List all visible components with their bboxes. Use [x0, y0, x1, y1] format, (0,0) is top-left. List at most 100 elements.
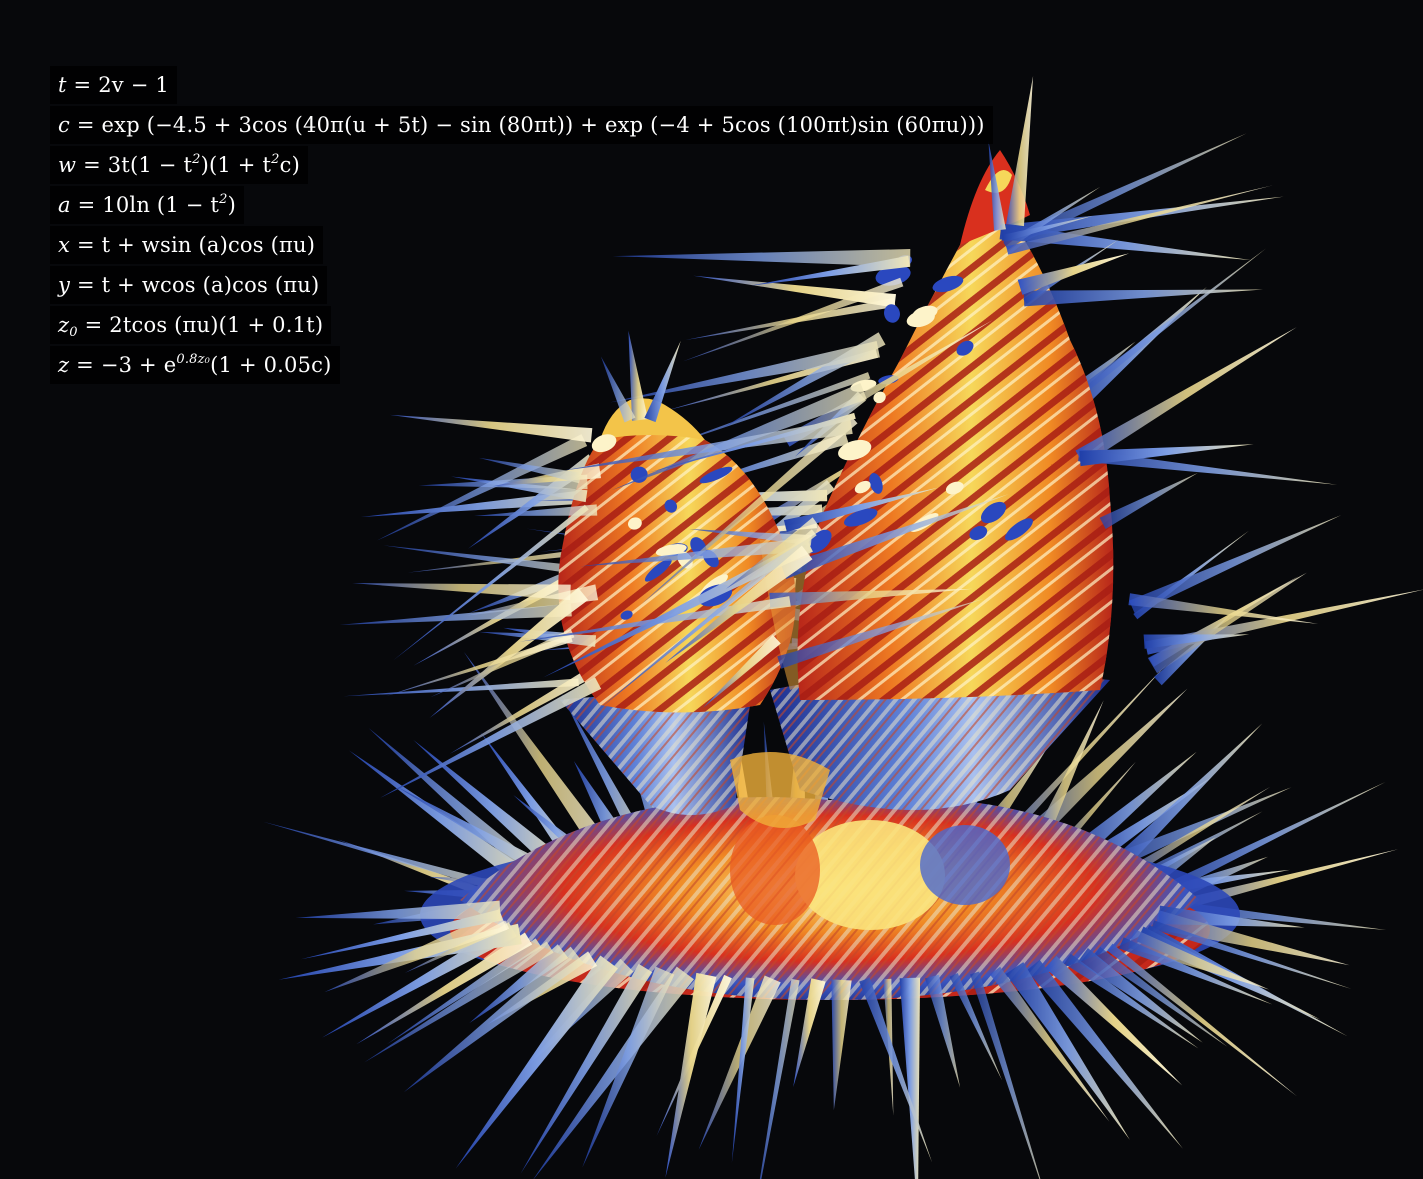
spike: [1119, 937, 1273, 1005]
blob: [906, 310, 935, 328]
spike: [343, 678, 579, 697]
surface-blobs: [591, 255, 1033, 620]
blob: [699, 466, 733, 484]
spike: [1118, 786, 1271, 882]
spike: [300, 909, 503, 960]
spike: [949, 973, 1003, 1081]
spike: [781, 494, 1009, 580]
spike: [1128, 593, 1319, 624]
surface-waist-left: [560, 696, 750, 815]
spike: [685, 297, 896, 340]
blob: [620, 610, 633, 620]
spike: [1093, 946, 1228, 1047]
spike: [1058, 248, 1266, 410]
spike: [520, 963, 653, 1174]
spike: [387, 938, 542, 1045]
spike: [859, 977, 933, 1163]
equation-t: t = 2v − 1: [50, 66, 177, 104]
spike: [611, 382, 867, 491]
spike: [356, 932, 533, 1045]
spike: [610, 341, 880, 403]
equation-c: c = exp (−4.5 + 3cos (40π(u + 5t) − sin …: [50, 106, 993, 144]
spike: [449, 669, 592, 754]
spike: [580, 537, 811, 567]
spike: [924, 974, 961, 1088]
blob: [1005, 518, 1033, 541]
spike: [731, 977, 755, 1163]
equation-a: a = 10ln (1 − t2): [50, 186, 244, 224]
spike: [429, 587, 589, 718]
spike: [777, 598, 985, 669]
blob: [591, 434, 617, 453]
spike: [682, 277, 904, 362]
surface-base: [420, 797, 1240, 1000]
spike: [1151, 920, 1352, 989]
spike: [1045, 955, 1183, 1086]
spike: [533, 966, 694, 1179]
spike: [628, 330, 648, 422]
spike: [1079, 444, 1254, 467]
spike: [564, 417, 853, 471]
blob: [980, 501, 1007, 524]
blob: [956, 340, 974, 356]
blob: [875, 264, 911, 286]
spike: [1099, 472, 1198, 529]
spike: [648, 412, 856, 473]
equation-w: w = 3t(1 − t2)(1 + t2c): [50, 146, 308, 184]
spikes-front: [278, 76, 1352, 1179]
spike: [1023, 289, 1264, 307]
spike: [769, 588, 973, 608]
spike: [988, 140, 1006, 231]
spike: [1006, 185, 1273, 255]
spike: [644, 340, 681, 423]
spike: [389, 414, 593, 443]
spike: [1154, 910, 1350, 966]
spike: [386, 634, 573, 696]
spike: [725, 517, 822, 589]
spike: [1129, 515, 1342, 614]
blob: [844, 508, 878, 527]
spike: [970, 971, 1041, 1179]
equation-z: z = −3 + e0.8z₀(1 + 0.05c): [50, 346, 340, 384]
spike: [1077, 948, 1203, 1043]
blob: [884, 304, 900, 323]
spike: [793, 978, 826, 1088]
spike: [759, 978, 800, 1179]
spike: [1002, 215, 1093, 243]
spike: [1107, 943, 1297, 1097]
blob: [838, 439, 872, 461]
blob: [873, 391, 886, 404]
spike: [380, 677, 602, 798]
surface-waist-right: [730, 672, 1110, 828]
spike: [1063, 953, 1199, 1049]
surface-tower-right: [797, 150, 1114, 700]
spike: [413, 739, 569, 876]
spike: [600, 356, 636, 423]
spike: [455, 955, 618, 1169]
spike: [364, 941, 554, 1063]
blob: [945, 481, 964, 495]
spike: [403, 946, 584, 1093]
spike: [703, 634, 781, 708]
spike: [1026, 959, 1183, 1149]
spike: [1006, 76, 1034, 227]
spike: [295, 900, 501, 920]
spike: [1143, 634, 1250, 649]
spike: [612, 249, 911, 267]
spike: [899, 977, 921, 1179]
spike: [398, 787, 554, 880]
spike: [339, 603, 572, 625]
spike: [263, 821, 514, 896]
spike: [352, 583, 571, 601]
spike: [1103, 723, 1263, 879]
equation-list: t = 2v − 1 c = exp (−4.5 + 3cos (40π(u +…: [50, 66, 993, 384]
spike: [582, 966, 675, 1168]
spike: [393, 504, 589, 661]
spike: [665, 545, 813, 663]
blob: [932, 275, 964, 293]
equation-x: x = t + wsin (a)cos (πu): [50, 226, 324, 264]
blob: [869, 472, 883, 494]
blob: [854, 480, 871, 494]
blob: [664, 499, 678, 513]
